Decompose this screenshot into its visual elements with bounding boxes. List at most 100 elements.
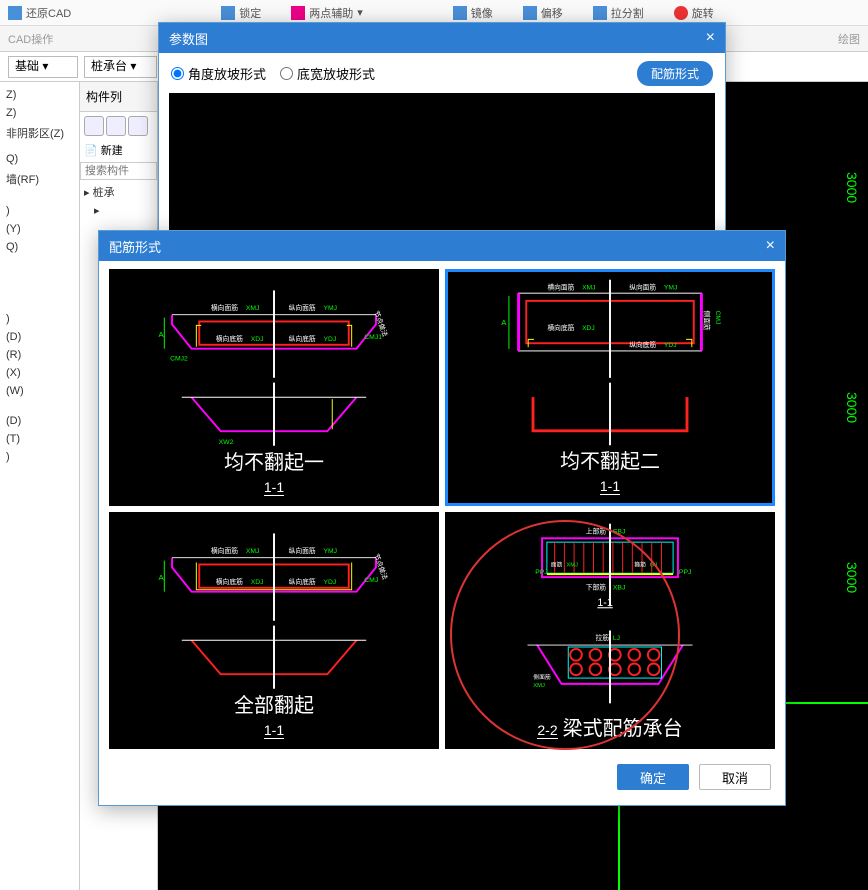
radio-angle-input[interactable]: [171, 67, 184, 80]
param-title: 参数图: [169, 29, 208, 48]
type-item[interactable]: ): [0, 448, 79, 466]
mirror-btn[interactable]: 镜像: [453, 5, 493, 21]
rebar-button-row: 确定 取消: [99, 757, 785, 797]
svg-text:XW2: XW2: [219, 439, 234, 446]
opt4-caption: 2-2 梁式配筋承台: [447, 712, 773, 741]
svg-text:横向面筋: 横向面筋: [211, 546, 238, 555]
radio-width[interactable]: 底宽放坡形式: [280, 64, 375, 83]
rotate-icon: [674, 6, 688, 20]
svg-text:横向底筋: 横向底筋: [547, 323, 574, 332]
svg-text:XDJ: XDJ: [582, 325, 595, 332]
radio-width-input[interactable]: [280, 67, 293, 80]
svg-text:PPJ: PPJ: [679, 569, 691, 576]
restore-cad[interactable]: 还原CAD: [8, 5, 71, 21]
type-item[interactable]: (D): [0, 328, 79, 346]
svg-text:侧面筋: 侧面筋: [702, 311, 711, 331]
search-input[interactable]: [80, 162, 157, 180]
rotate-btn[interactable]: 旋转: [674, 5, 714, 21]
svg-text:XBJ: XBJ: [613, 585, 625, 592]
new-component[interactable]: 📄新建: [80, 140, 157, 160]
svg-text:CMJ: CMJ: [714, 311, 721, 325]
opt3-caption: 全部翻起 1-1: [111, 689, 437, 741]
svg-text:YMJ: YMJ: [664, 284, 677, 291]
svg-text:下部筋: 下部筋: [586, 583, 607, 592]
type-item[interactable]: Z): [0, 104, 79, 122]
svg-text:纵向面筋: 纵向面筋: [289, 303, 316, 312]
param-titlebar[interactable]: 参数图 ×: [159, 23, 725, 53]
rebar-close-icon[interactable]: ×: [766, 237, 775, 255]
type-item[interactable]: (R): [0, 346, 79, 364]
rebar-dialog: 配筋形式 × A CMJ2 CMJ1: [98, 230, 786, 806]
svg-text:拉筋: 拉筋: [595, 633, 609, 642]
svg-text:XDJ: XDJ: [251, 336, 264, 343]
rebar-option-3[interactable]: A CMJ 横向面筋XMJ 纵向面筋YMJ 横向底筋XDJ 纵向底筋YDJ 节点…: [109, 512, 439, 749]
pilecap-combo[interactable]: 桩承台 ▾: [84, 56, 157, 78]
svg-text:CMJ2: CMJ2: [170, 355, 188, 362]
dim-3000-3: 3000: [844, 562, 860, 593]
type-item[interactable]: 非阴影区(Z): [0, 122, 79, 144]
type-item[interactable]: Q): [0, 150, 79, 168]
type-item[interactable]: ): [0, 202, 79, 220]
svg-text:YMJ: YMJ: [324, 305, 338, 312]
mirror-icon: [453, 6, 467, 20]
opt2-caption: 均不翻起二 1-1: [448, 445, 772, 497]
rebar-titlebar[interactable]: 配筋形式 ×: [99, 231, 785, 261]
svg-text:横向底筋: 横向底筋: [216, 577, 243, 586]
svg-text:XDJ: XDJ: [251, 579, 264, 586]
type-item[interactable]: Z): [0, 86, 79, 104]
type-item[interactable]: Q): [0, 238, 79, 256]
dim-3000-2: 3000: [844, 392, 860, 423]
rebar-grid: A CMJ2 CMJ1 横向面筋XMJ 纵向面筋YMJ 横向底筋XDJ 纵向底筋…: [99, 261, 785, 757]
svg-text:A: A: [158, 330, 164, 339]
restore-icon: [8, 6, 22, 20]
svg-text:PPJ: PPJ: [535, 569, 547, 576]
tree-root[interactable]: ▸ 桩承: [80, 182, 157, 202]
type-item[interactable]: 墙(RF): [0, 168, 79, 190]
svg-text:YDJ: YDJ: [324, 336, 337, 343]
two-point-btn[interactable]: 两点辅助▾: [291, 5, 363, 21]
dim-3000-1: 3000: [844, 172, 860, 203]
rebar-option-4[interactable]: 上部筋SBJ 下部筋XBJ PPJ PPJ 面筋XMJ 箍筋GJ 1-1 拉筋L…: [445, 512, 775, 749]
svg-text:CMJ1: CMJ1: [364, 334, 382, 341]
split-btn[interactable]: 拉分割: [593, 5, 644, 21]
rebar-option-2[interactable]: A 侧面筋 CMJ 横向面筋XMJ 纵向面筋YMJ 横向底筋XDJ 纵向底筋YD…: [445, 269, 775, 506]
svg-text:1-1: 1-1: [597, 597, 612, 609]
param-options: 角度放坡形式 底宽放坡形式 配筋形式: [159, 53, 725, 93]
tree-child[interactable]: ▸: [80, 202, 157, 219]
type-item[interactable]: (T): [0, 430, 79, 448]
svg-text:上部筋: 上部筋: [586, 526, 607, 535]
type-item[interactable]: (D): [0, 412, 79, 430]
svg-text:侧面筋: 侧面筋: [533, 673, 551, 681]
param-close-icon[interactable]: ×: [706, 29, 715, 47]
view-btn-3[interactable]: [128, 116, 148, 136]
rebar-option-1[interactable]: A CMJ2 CMJ1 横向面筋XMJ 纵向面筋YMJ 横向底筋XDJ 纵向底筋…: [109, 269, 439, 506]
svg-text:XMJ: XMJ: [533, 683, 545, 689]
basic-combo[interactable]: 基础 ▾: [8, 56, 78, 78]
type-item[interactable]: ): [0, 310, 79, 328]
lock-btn[interactable]: 锁定: [221, 5, 261, 21]
svg-text:纵向面筋: 纵向面筋: [629, 282, 656, 291]
component-header: 构件列: [80, 82, 157, 112]
cancel-button[interactable]: 取消: [699, 764, 771, 790]
svg-text:A: A: [501, 318, 507, 327]
offset-icon: [523, 6, 537, 20]
type-item[interactable]: (X): [0, 364, 79, 382]
type-item[interactable]: (W): [0, 382, 79, 400]
svg-text:XMJ: XMJ: [582, 284, 595, 291]
type-item[interactable]: (Y): [0, 220, 79, 238]
opt1-caption: 均不翻起一 1-1: [111, 446, 437, 498]
two-point-icon: [291, 6, 305, 20]
svg-text:A: A: [158, 573, 164, 582]
view-btn-2[interactable]: [106, 116, 126, 136]
svg-text:箍筋: 箍筋: [634, 560, 646, 568]
left-type-list: Z)Z)非阴影区(Z)Q)墙(RF))(Y)Q))(D)(R)(X)(W)(D)…: [0, 82, 80, 890]
view-btn-1[interactable]: [84, 116, 104, 136]
radio-angle[interactable]: 角度放坡形式: [171, 64, 266, 83]
config-rebar-button[interactable]: 配筋形式: [637, 61, 713, 86]
svg-text:纵向面筋: 纵向面筋: [289, 546, 316, 555]
ok-button[interactable]: 确定: [617, 764, 689, 790]
svg-text:YDJ: YDJ: [664, 342, 677, 349]
svg-text:横向面筋: 横向面筋: [547, 282, 574, 291]
offset-btn[interactable]: 偏移: [523, 5, 563, 21]
svg-text:XMJ: XMJ: [246, 548, 260, 555]
